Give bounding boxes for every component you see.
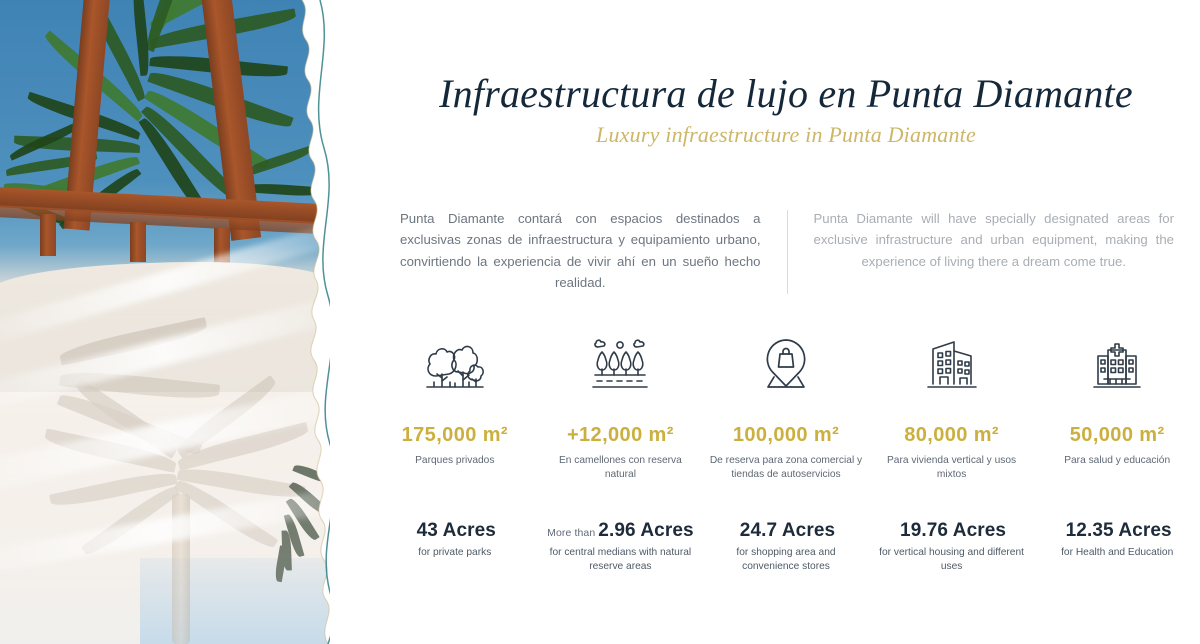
stat-value: +12,000 m² — [566, 424, 674, 446]
page-title: Infraestructura de lujo en Punta Diamant… — [439, 71, 1133, 116]
buildings-icon — [875, 330, 1029, 402]
median-trees-icon — [544, 330, 698, 402]
acre-item: 19.76 Acres for vertical housing and dif… — [869, 520, 1035, 575]
shopping-pin-icon — [709, 330, 863, 402]
stat-item: 50,000 m² Para salud y educación — [1034, 330, 1200, 468]
paragraph-spanish: Punta Diamante contará con espacios dest… — [400, 211, 761, 291]
stat-value: 175,000 m² — [401, 424, 508, 446]
paragraph-divider — [786, 210, 788, 294]
acre-number: 43 Acres — [416, 520, 496, 541]
stat-value: 80,000 m² — [904, 424, 999, 446]
stat-caption: Parques privados — [415, 455, 495, 466]
acre-number: 12.35 Acres — [1065, 520, 1172, 541]
acre-caption: for vertical housing and different uses — [879, 547, 1024, 573]
hero-photo-image — [0, 0, 330, 644]
acre-number: 2.96 Acres — [598, 520, 694, 541]
acre-item: 43 Acres for private parks — [372, 520, 538, 560]
stat-item: +12,000 m² En camellones con reserva nat… — [538, 330, 704, 483]
content-area: Infraestructura de lujo en Punta Diamant… — [372, 0, 1200, 644]
park-trees-icon — [378, 330, 532, 402]
stat-value: 50,000 m² — [1069, 424, 1165, 446]
stat-caption: Para salud y educación — [1064, 455, 1171, 466]
acre-number: 24.7 Acres — [739, 520, 836, 541]
stat-item: 80,000 m² Para vivienda vertical y usos … — [869, 330, 1035, 483]
stat-value: 100,000 m² — [732, 424, 840, 446]
stat-item: 100,000 m² De reserva para zona comercia… — [703, 330, 869, 483]
acre-caption: for shopping area and convenience stores — [736, 547, 836, 573]
acre-number: 19.76 Acres — [900, 520, 1007, 541]
acre-item: More than 2.96 Acres for central medians … — [538, 520, 704, 575]
stat-caption: Para vivienda vertical y usos mixtos — [887, 455, 1017, 481]
acre-item: 12.35 Acres for Health and Education — [1034, 520, 1200, 560]
acre-caption: for central medians with natural reserve… — [549, 547, 692, 573]
acre-value: 12.35 Acres — [1038, 520, 1196, 542]
photo-fade-veil — [0, 0, 330, 644]
hero-photo-panel — [0, 0, 330, 644]
acre-value: 19.76 Acres — [873, 520, 1031, 542]
acre-value: 43 Acres — [376, 520, 534, 542]
stats-row: 175,000 m² Parques privados — [372, 330, 1200, 483]
acre-caption: for private parks — [418, 547, 492, 558]
acre-value: More than 2.96 Acres — [542, 520, 700, 542]
stat-caption: En camellones con reserva natural — [558, 455, 682, 481]
intro-paragraphs: Punta Diamante contará con espacios dest… — [382, 208, 1192, 294]
acre-prefix: More than — [547, 527, 596, 539]
paragraph-english: Punta Diamante will have specially desig… — [813, 211, 1175, 269]
acres-row: 43 Acres for private parks More than 2.96… — [372, 520, 1200, 575]
hospital-icon — [1040, 330, 1194, 402]
stat-caption: De reserva para zona comercial y tiendas… — [709, 455, 863, 481]
stat-item: 175,000 m² Parques privados — [372, 330, 538, 468]
acre-item: 24.7 Acres for shopping area and conveni… — [703, 520, 869, 575]
page-subtitle: Luxury infraestructure in Punta Diamante — [596, 122, 976, 147]
acre-value: 24.7 Acres — [707, 520, 865, 542]
acre-caption: for Health and Education — [1061, 547, 1174, 558]
